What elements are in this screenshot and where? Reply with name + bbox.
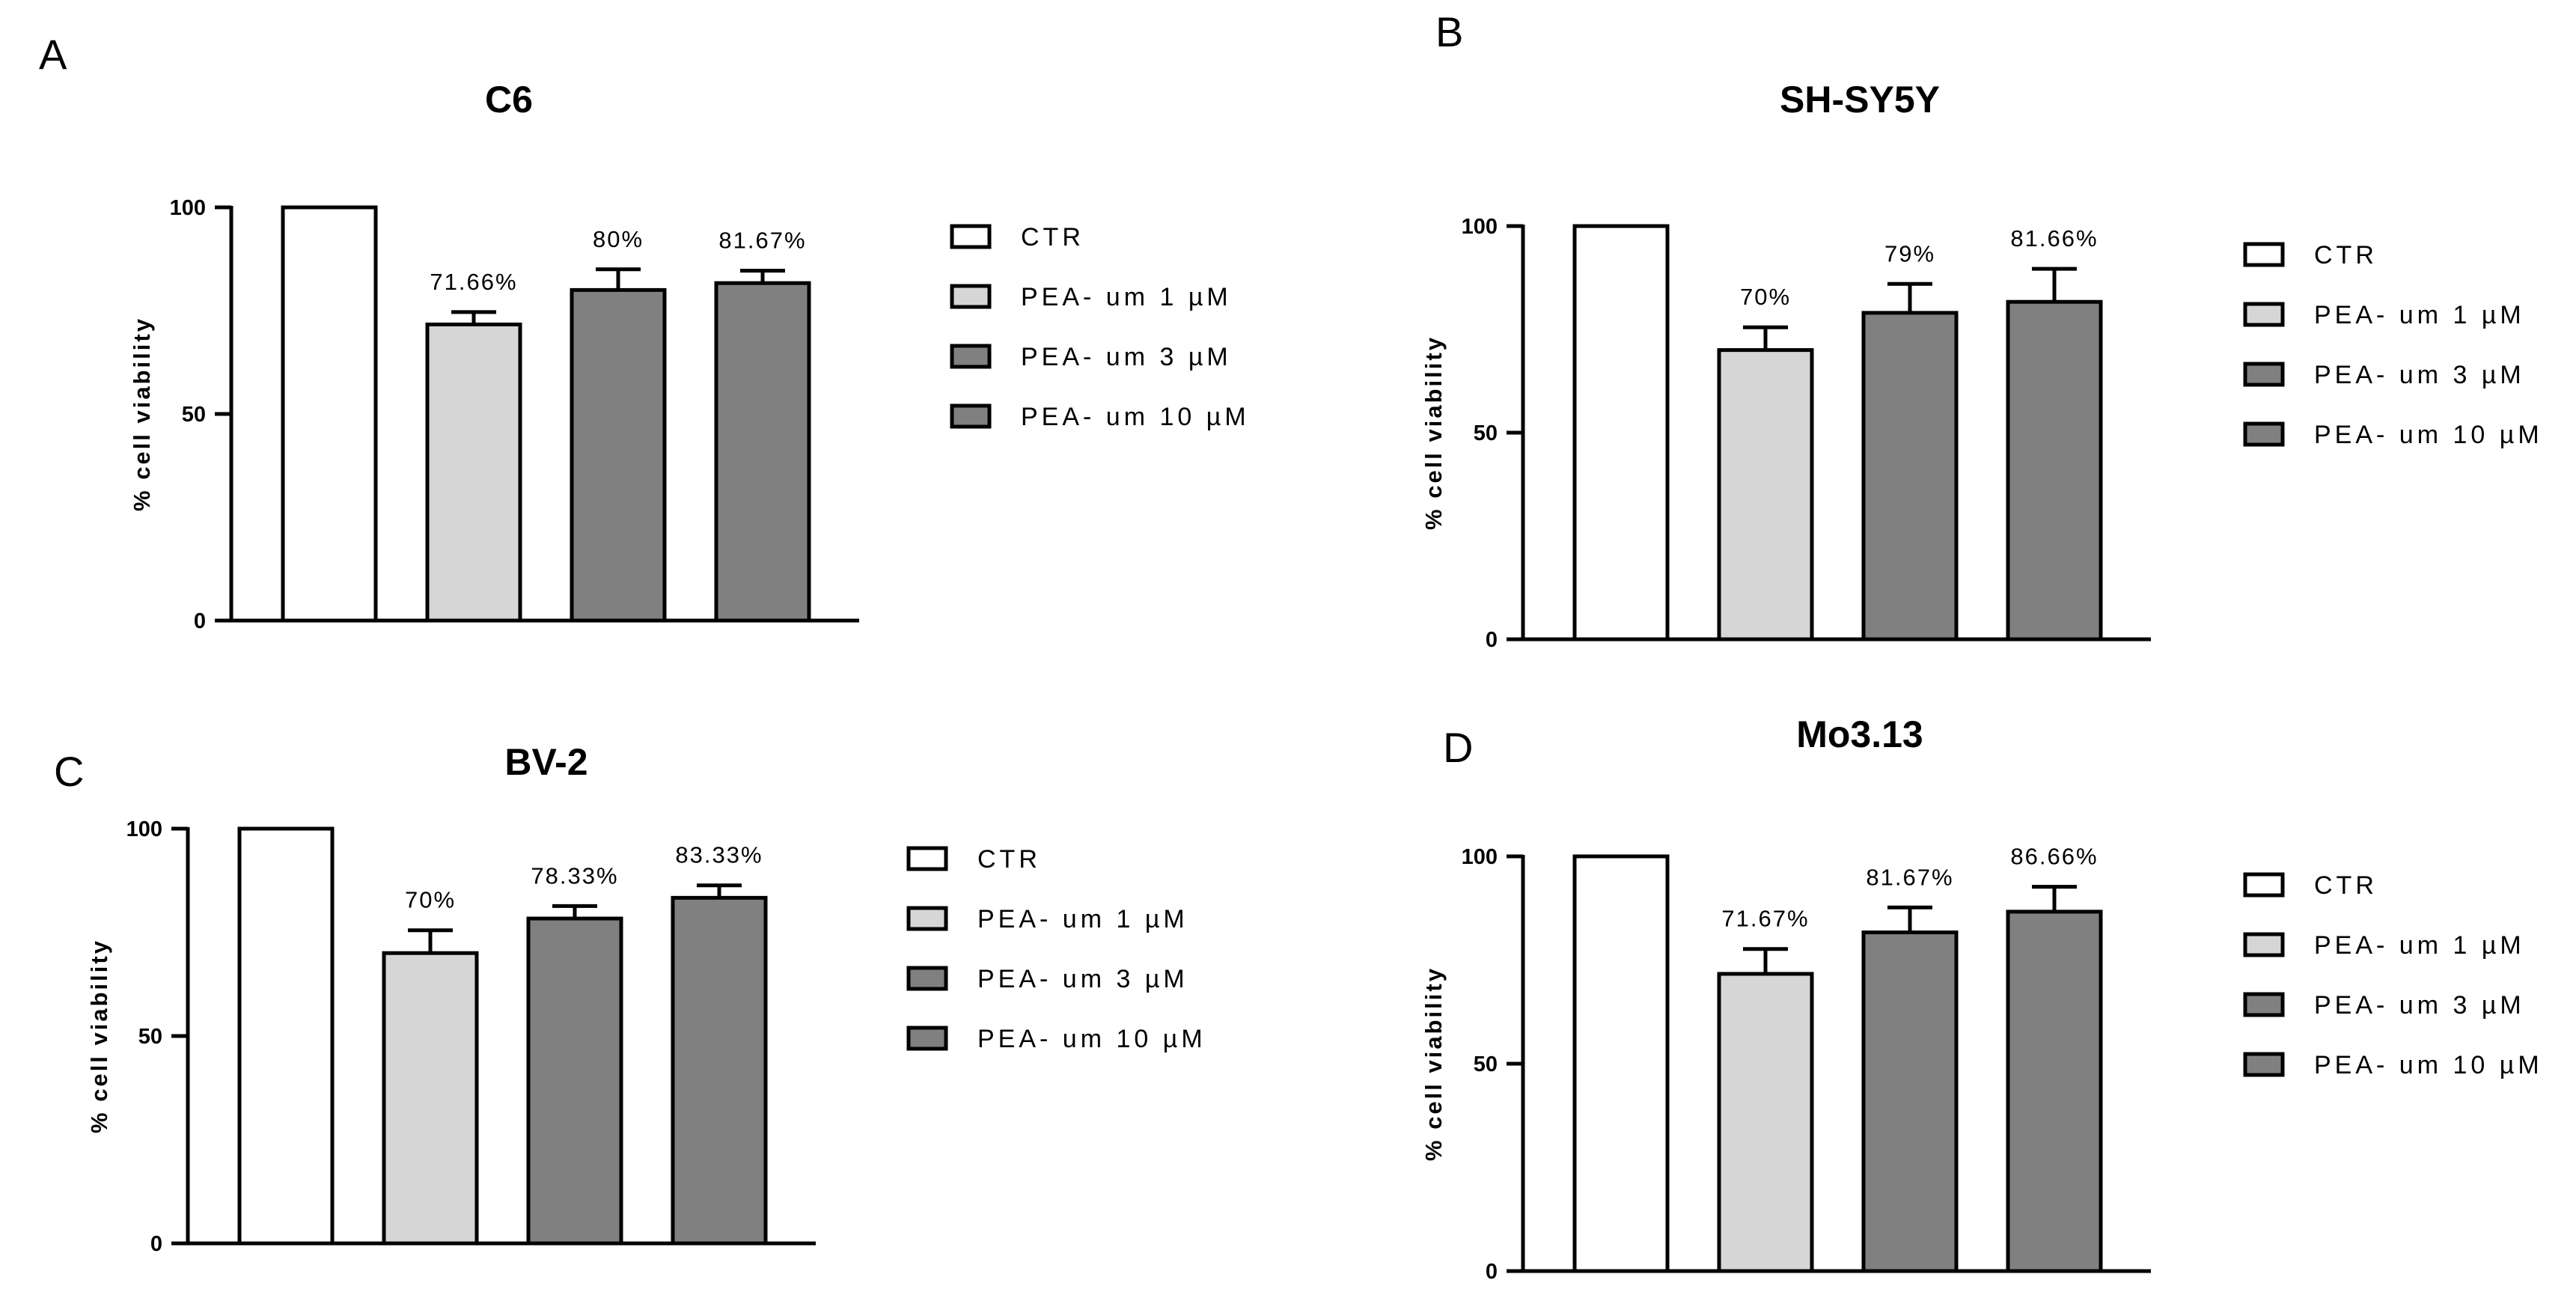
legend-swatch-1: [2243, 872, 2285, 898]
legend-label-4: PEA- um 10 µM: [1021, 403, 1250, 431]
legend-swatch-4: [2243, 1052, 2285, 1077]
y-axis-label: % cell viability: [129, 317, 155, 511]
legend-swatch-2: [2243, 932, 2285, 957]
bar-4: [671, 895, 768, 1246]
data-label-3: 78.33%: [531, 862, 618, 889]
legend-label-3: PEA- um 3 µM: [1021, 343, 1232, 371]
y-tick-label: 100: [126, 817, 162, 841]
bar-1: [1572, 224, 1670, 642]
y-tick-label: 100: [1462, 215, 1498, 239]
legend-swatch-2: [950, 284, 992, 309]
data-label-4: 83.33%: [675, 842, 763, 868]
y-axis-label: % cell viability: [86, 939, 112, 1133]
legend-label-2: PEA- um 1 µM: [2314, 931, 2525, 960]
legend-swatch-4: [2243, 421, 2285, 447]
panel-label: B: [1435, 8, 1463, 55]
bar-1: [237, 826, 335, 1246]
legend-swatch-3: [2243, 992, 2285, 1017]
legend-swatch-4: [906, 1026, 948, 1051]
legend-swatch-1: [2243, 242, 2285, 267]
y-tick-label: 50: [182, 403, 206, 427]
y-tick-label: 0: [1486, 1260, 1498, 1284]
data-label-3: 80%: [593, 226, 644, 252]
data-label-2: 71.67%: [1721, 906, 1809, 932]
data-label-2: 71.66%: [430, 269, 517, 295]
y-tick-label: 100: [170, 196, 206, 220]
legend-swatch-3: [950, 344, 992, 369]
y-tick-label: 50: [1474, 421, 1498, 445]
data-label-4: 81.66%: [2010, 225, 2098, 252]
bar-4: [2006, 910, 2103, 1273]
y-tick-label: 50: [138, 1025, 162, 1049]
data-label-2: 70%: [1740, 284, 1791, 310]
legend-label-2: PEA- um 1 µM: [1021, 283, 1232, 311]
chart-panel-a: A C6 % cell viability 0 50 100 71.66% 80% 81.67%…: [39, 31, 1250, 633]
legend-swatch-2: [2243, 302, 2285, 327]
legend-label-3: PEA- um 3 µM: [2314, 361, 2525, 389]
legend-swatch-1: [950, 224, 992, 249]
chart-title: BV-2: [504, 741, 587, 783]
chart-title: C6: [485, 79, 533, 121]
data-label-3: 79%: [1884, 240, 1935, 266]
legend-label-1: CTR: [1021, 223, 1084, 252]
bar-2: [1717, 972, 1814, 1273]
y-tick-label: 0: [150, 1232, 162, 1256]
legend-swatch-3: [906, 966, 948, 991]
chart-title: Mo3.13: [1796, 713, 1923, 755]
chart-title: SH-SY5Y: [1780, 79, 1940, 121]
legend-label-4: PEA- um 10 µM: [2314, 421, 2543, 449]
legend-label-1: CTR: [2314, 871, 2378, 900]
legend-swatch-1: [906, 846, 948, 871]
chart-panel-d: D Mo3.13 % cell viability 0 50 100 71.67% 81.67…: [1420, 713, 2543, 1284]
bar-4: [2006, 299, 2103, 642]
legend-label-1: CTR: [2314, 241, 2378, 269]
bar-3: [1861, 311, 1959, 642]
legend-label-3: PEA- um 3 µM: [2314, 991, 2525, 1020]
bar-3: [1861, 930, 1959, 1273]
legend-label-2: PEA- um 1 µM: [2314, 301, 2525, 329]
bar-2: [382, 951, 479, 1246]
legend-swatch-4: [950, 403, 992, 429]
data-label-3: 81.67%: [1866, 864, 1953, 890]
y-axis-label: % cell viability: [1420, 335, 1447, 530]
bar-3: [570, 287, 667, 623]
bar-2: [1717, 348, 1814, 642]
legend-label-1: CTR: [977, 845, 1041, 874]
data-label-4: 86.66%: [2010, 844, 2098, 870]
bar-3: [526, 916, 623, 1246]
chart-panel-b: B SH-SY5Y % cell viability 0 50 100 70% 79% 81.6…: [1420, 8, 2543, 652]
bar-4: [714, 281, 811, 623]
panel-label: D: [1443, 724, 1473, 771]
data-label-4: 81.67%: [718, 228, 806, 254]
bar-2: [425, 322, 522, 623]
legend-label-4: PEA- um 10 µM: [977, 1025, 1206, 1053]
panel-label: A: [39, 31, 67, 78]
y-tick-label: 100: [1462, 845, 1498, 869]
legend-label-2: PEA- um 1 µM: [977, 905, 1188, 933]
legend-swatch-3: [2243, 362, 2285, 387]
data-label-2: 70%: [405, 887, 456, 913]
panel-label: C: [54, 748, 84, 795]
legend-label-3: PEA- um 3 µM: [977, 965, 1188, 993]
bar-1: [1572, 854, 1670, 1273]
legend-label-4: PEA- um 10 µM: [2314, 1051, 2543, 1079]
y-axis-label: % cell viability: [1420, 966, 1447, 1161]
y-tick-label: 50: [1474, 1052, 1498, 1076]
legend-swatch-2: [906, 906, 948, 931]
bar-1: [281, 205, 378, 623]
chart-panel-c: C BV-2 % cell viability 0 50 100 70% 78.33% 83.3…: [54, 741, 1206, 1256]
y-tick-label: 0: [194, 609, 206, 633]
y-tick-label: 0: [1486, 628, 1498, 652]
